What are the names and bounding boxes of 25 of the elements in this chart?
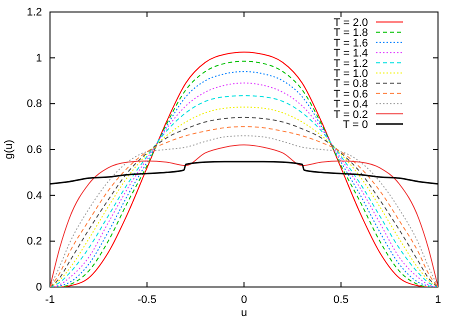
legend-label: T = 0.6: [334, 88, 368, 100]
legend-label: T = 1.6: [334, 37, 368, 50]
legend-label: T = 0.2: [334, 108, 368, 121]
y-tick-label: 0.2: [26, 236, 42, 248]
y-axis-title: g(u): [3, 140, 15, 160]
legend-label: T = 1.2: [334, 58, 368, 70]
legend-label: T = 1.8: [334, 27, 368, 40]
legend-label: T = 1.0: [334, 68, 368, 80]
x-tick-label: 0: [240, 294, 248, 306]
y-tick-label: 1.2: [26, 6, 42, 19]
legend-label: T = 0.8: [334, 78, 368, 90]
y-tick-label: 1: [36, 52, 42, 64]
y-tick-label: 0.8: [26, 98, 42, 110]
y-tick-label: 0: [36, 282, 42, 294]
legend-label: T = 0.4: [334, 98, 368, 111]
legend-label: T = 0: [342, 119, 368, 131]
x-axis-title: u: [240, 307, 248, 319]
legend-label: T = 2.0: [334, 17, 368, 29]
y-tick-label: 0.4: [26, 190, 42, 202]
x-tick-label: 0.5: [333, 294, 349, 306]
x-tick-label: -1: [45, 294, 55, 306]
x-tick-label: 1: [434, 294, 442, 306]
x-tick-label: -0.5: [138, 294, 156, 306]
y-tick-label: 0.6: [26, 144, 42, 156]
legend-label: T = 1.4: [334, 48, 368, 60]
